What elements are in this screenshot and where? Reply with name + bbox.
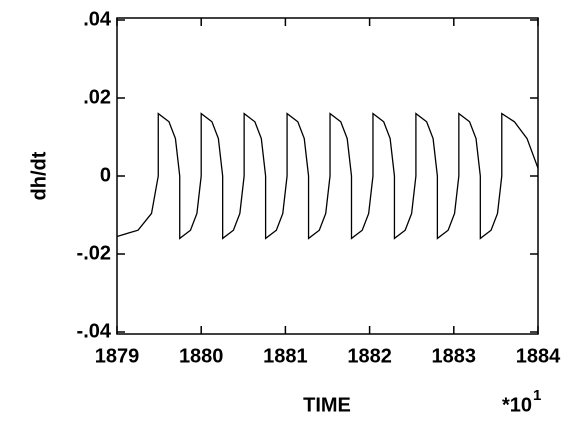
data-line bbox=[116, 112, 539, 240]
x-axis-label: TIME bbox=[303, 394, 351, 416]
x-multiplier: *10 bbox=[502, 394, 532, 416]
y-tick-label: -.02 bbox=[77, 242, 111, 264]
x-tick-label: 1880 bbox=[179, 345, 224, 367]
x-tick-label: 1879 bbox=[95, 345, 140, 367]
x-tick-label: 1883 bbox=[432, 345, 477, 367]
y-tick-label: .02 bbox=[83, 86, 111, 108]
x-multiplier-exponent: 1 bbox=[533, 387, 541, 404]
y-tick-label: 0 bbox=[100, 164, 111, 186]
y-tick-label: -.04 bbox=[77, 320, 112, 342]
x-tick-label: 1882 bbox=[347, 345, 392, 367]
y-axis-label: dh/dt bbox=[28, 151, 50, 200]
x-tick-label: 1884 bbox=[516, 345, 561, 367]
y-tick-label: .04 bbox=[83, 8, 112, 30]
x-tick-label: 1881 bbox=[263, 345, 308, 367]
